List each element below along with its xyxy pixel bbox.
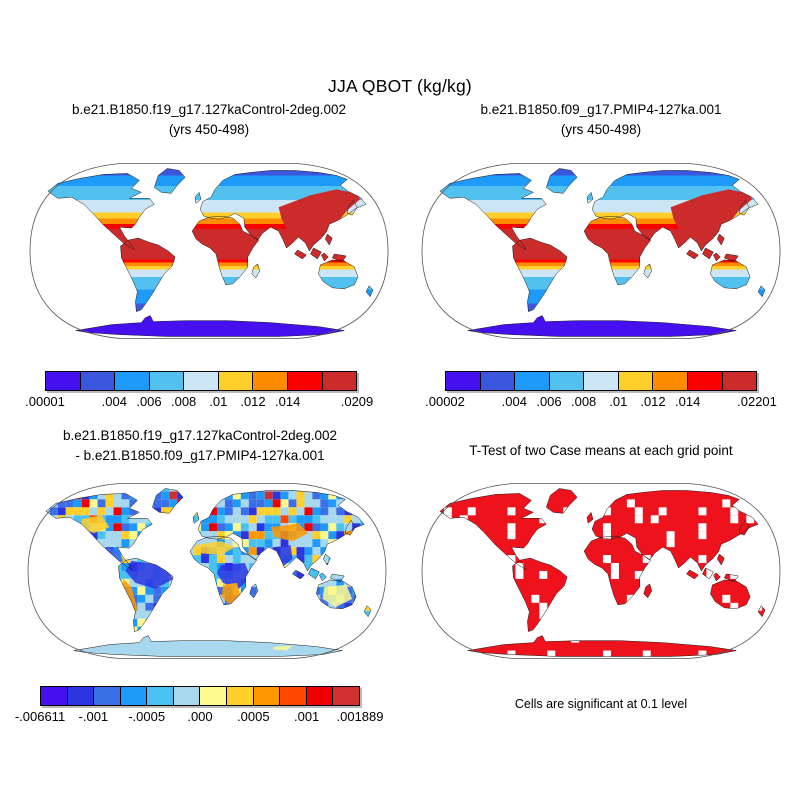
colorbar-tick-label: .000 [187, 709, 213, 724]
colorbar-segment [279, 686, 307, 706]
colorbar-tick-label: .004 [101, 394, 127, 409]
colorbar-tick-label: .006 [136, 394, 162, 409]
colorbar-segment [114, 371, 150, 391]
colorbar-segment [617, 371, 654, 391]
years-top-right: (yrs 450-498) [560, 122, 642, 137]
colorbar-segment [514, 371, 550, 391]
colorbar-segment [479, 371, 516, 391]
panel-title-bottom-right: T-Test of two Case means at each grid po… [420, 441, 782, 461]
colorbar-labels: -.006611 -.001 -.0005 .000 .0005 .001 .001889 [15, 709, 384, 725]
ttest-title: T-Test of two Case means at each grid po… [469, 443, 733, 458]
panel-title-bottom-left: b.e21.B1850.f19_g17.127kaControl-2deg.00… [8, 426, 392, 466]
colorbar-labels: .00001 .004 .006 .008 .01 .012 .014 .0209 [25, 394, 373, 410]
colorbar-tick-label: .01 [209, 394, 228, 409]
diff-case-line1: b.e21.B1850.f19_g17.127kaControl-2deg.00… [63, 428, 337, 443]
world-map-svg [29, 163, 389, 339]
colorbar-tick-label: .014 [675, 394, 701, 409]
colorbar-top-left: .00001 .004 .006 .008 .01 .012 .014 .0209 [25, 371, 373, 409]
diff-case-line2: - b.e21.B1850.f09_g17.PMIP4-127ka.001 [75, 448, 325, 463]
colorbar-segment [146, 686, 174, 706]
colorbar-cells [45, 371, 358, 391]
colorbar-segment [66, 686, 95, 706]
colorbar-segment [172, 686, 201, 706]
colorbar-segment [79, 371, 116, 391]
colorbar-segment [252, 371, 288, 391]
ttest-caption: Cells are significant at 0.1 level [514, 697, 688, 711]
colorbar-segment [445, 371, 481, 391]
colorbar-segment [40, 686, 68, 706]
colorbar-segment [199, 686, 228, 706]
colorbar-cells [40, 686, 360, 706]
colorbar-segment [321, 371, 358, 391]
colorbar-top-right: .00002 .004 .006 .008 .01 .012 .014 .02201 [425, 371, 777, 409]
colorbar-segment [226, 686, 254, 706]
colorbar-tick-label: .006 [536, 394, 562, 409]
colorbar-segment [652, 371, 688, 391]
colorbar-tick-label: .008 [170, 394, 197, 409]
colorbar-tick-label: -.001 [78, 709, 109, 724]
colorbar-labels: .00002 .004 .006 .008 .01 .012 .014 .02201 [425, 394, 777, 410]
years-top-left: (yrs 450-498) [168, 122, 250, 137]
colorbar-tick-label: .00002 [425, 394, 465, 409]
colorbar-tick-label: .012 [640, 394, 666, 409]
world-map-svg [421, 163, 781, 339]
map-bottom-left [26, 467, 388, 673]
colorbar-segment [686, 371, 723, 391]
figure-title: JJA QBOT (kg/kg) [328, 76, 472, 96]
case-name-top-left: b.e21.B1850.f19_g17.127kaControl-2deg.00… [72, 102, 346, 117]
colorbar-segment [93, 686, 121, 706]
colorbar-tick-label: .008 [570, 394, 597, 409]
map-top-left [28, 147, 390, 353]
colorbar-tick-label: .001 [293, 709, 320, 724]
colorbar-tick-label: .0209 [340, 394, 374, 409]
colorbar-segment [217, 371, 254, 391]
colorbar-tick-label: .00001 [25, 394, 65, 409]
colorbar-segment [286, 371, 323, 391]
colorbar-segment [721, 371, 758, 391]
map-bottom-right [420, 467, 782, 673]
colorbar-bottom-left: -.006611 -.001 -.0005 .000 .0005 .001 .001889 [15, 686, 384, 724]
world-map-svg [27, 483, 387, 659]
colorbar-tick-label: .001889 [336, 709, 384, 724]
colorbar-tick-label: .004 [501, 394, 527, 409]
colorbar-tick-label: -.006611 [14, 709, 66, 724]
colorbar-tick-label: .0005 [237, 709, 270, 724]
colorbar-segment [119, 686, 148, 706]
colorbar-segment [332, 686, 360, 706]
colorbar-segment [548, 371, 585, 391]
colorbar-tick-label: .01 [609, 394, 628, 409]
colorbar-tick-label: -.0005 [128, 709, 166, 724]
colorbar-segment [252, 686, 281, 706]
panel-title-top-left: b.e21.B1850.f19_g17.127kaControl-2deg.00… [28, 100, 390, 140]
map-top-right [420, 147, 782, 353]
colorbar-cells [445, 371, 758, 391]
world-map-svg [421, 483, 781, 659]
colorbar-tick-label: .012 [240, 394, 266, 409]
colorbar-tick-label: .014 [275, 394, 301, 409]
colorbar-segment [148, 371, 185, 391]
colorbar-segment [45, 371, 81, 391]
panel-title-top-right: b.e21.B1850.f09_g17.PMIP4-127ka.001 (yrs… [420, 100, 782, 140]
colorbar-segment [583, 371, 619, 391]
colorbar-segment [183, 371, 219, 391]
colorbar-segment [305, 686, 334, 706]
case-name-top-right: b.e21.B1850.f09_g17.PMIP4-127ka.001 [480, 102, 722, 117]
colorbar-tick-label: .02201 [737, 394, 777, 409]
